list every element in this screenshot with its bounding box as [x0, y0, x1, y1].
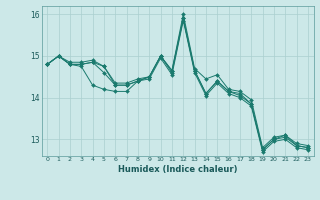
X-axis label: Humidex (Indice chaleur): Humidex (Indice chaleur) [118, 165, 237, 174]
